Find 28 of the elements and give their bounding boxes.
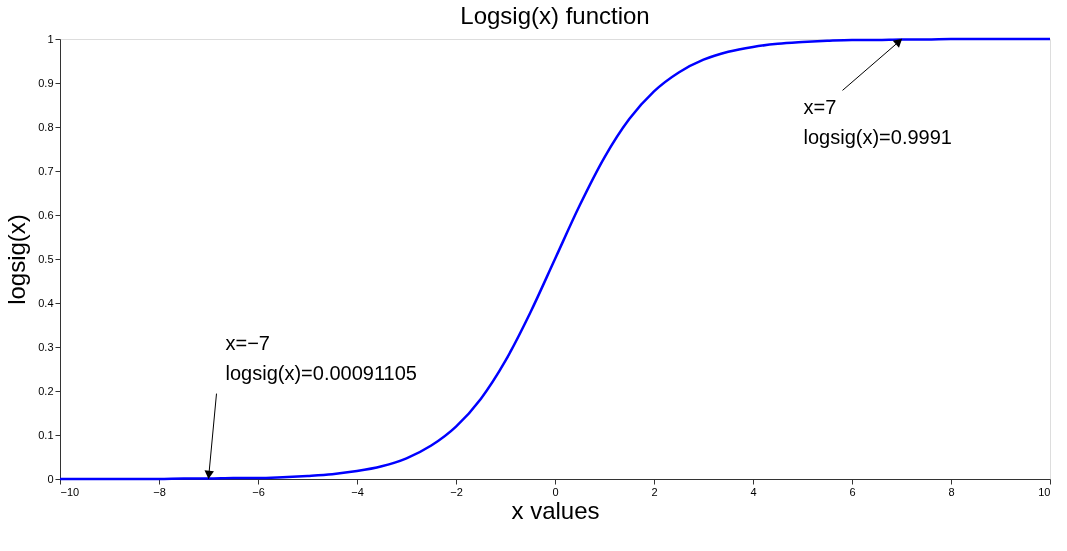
x-tick-label: −10 <box>60 485 80 498</box>
x-tick-label: −8 <box>153 485 166 498</box>
y-tick-label: 0.4 <box>38 296 54 309</box>
x-tick-label: 0 <box>552 485 559 498</box>
y-axis-title: logsig(x) <box>3 214 31 305</box>
x-tick-label: 6 <box>849 485 856 498</box>
y-tick-label: 1 <box>47 32 54 45</box>
annotation: x=−7 logsig(x)=0.00091105 <box>225 331 417 384</box>
y-tick-label: 0.6 <box>38 208 54 221</box>
x-tick-label: −4 <box>351 485 364 498</box>
x-axis-title: x values <box>511 496 600 524</box>
annotation: x=7 logsig(x)=0.9991 <box>803 96 952 149</box>
x-tick-label: 2 <box>651 485 658 498</box>
chart-title: Logsig(x) function <box>460 2 650 29</box>
y-tick-label: 0.1 <box>38 428 54 441</box>
y-tick-label: 0 <box>47 472 54 485</box>
y-tick-label: 0.3 <box>38 340 54 353</box>
y-tick-label: 0.7 <box>38 164 54 177</box>
y-tick-label: 0.2 <box>38 384 54 397</box>
y-tick-label: 0.5 <box>38 252 54 265</box>
y-tick-label: 0.9 <box>38 76 54 89</box>
line-series <box>58 37 1052 481</box>
x-tick-label: −2 <box>450 485 463 498</box>
y-tick-label: 0.8 <box>38 120 54 133</box>
x-tick-label: 4 <box>750 485 757 498</box>
x-tick-label: 10 <box>1038 485 1051 498</box>
x-tick-label: 8 <box>948 485 955 498</box>
x-tick-label: −6 <box>252 485 265 498</box>
